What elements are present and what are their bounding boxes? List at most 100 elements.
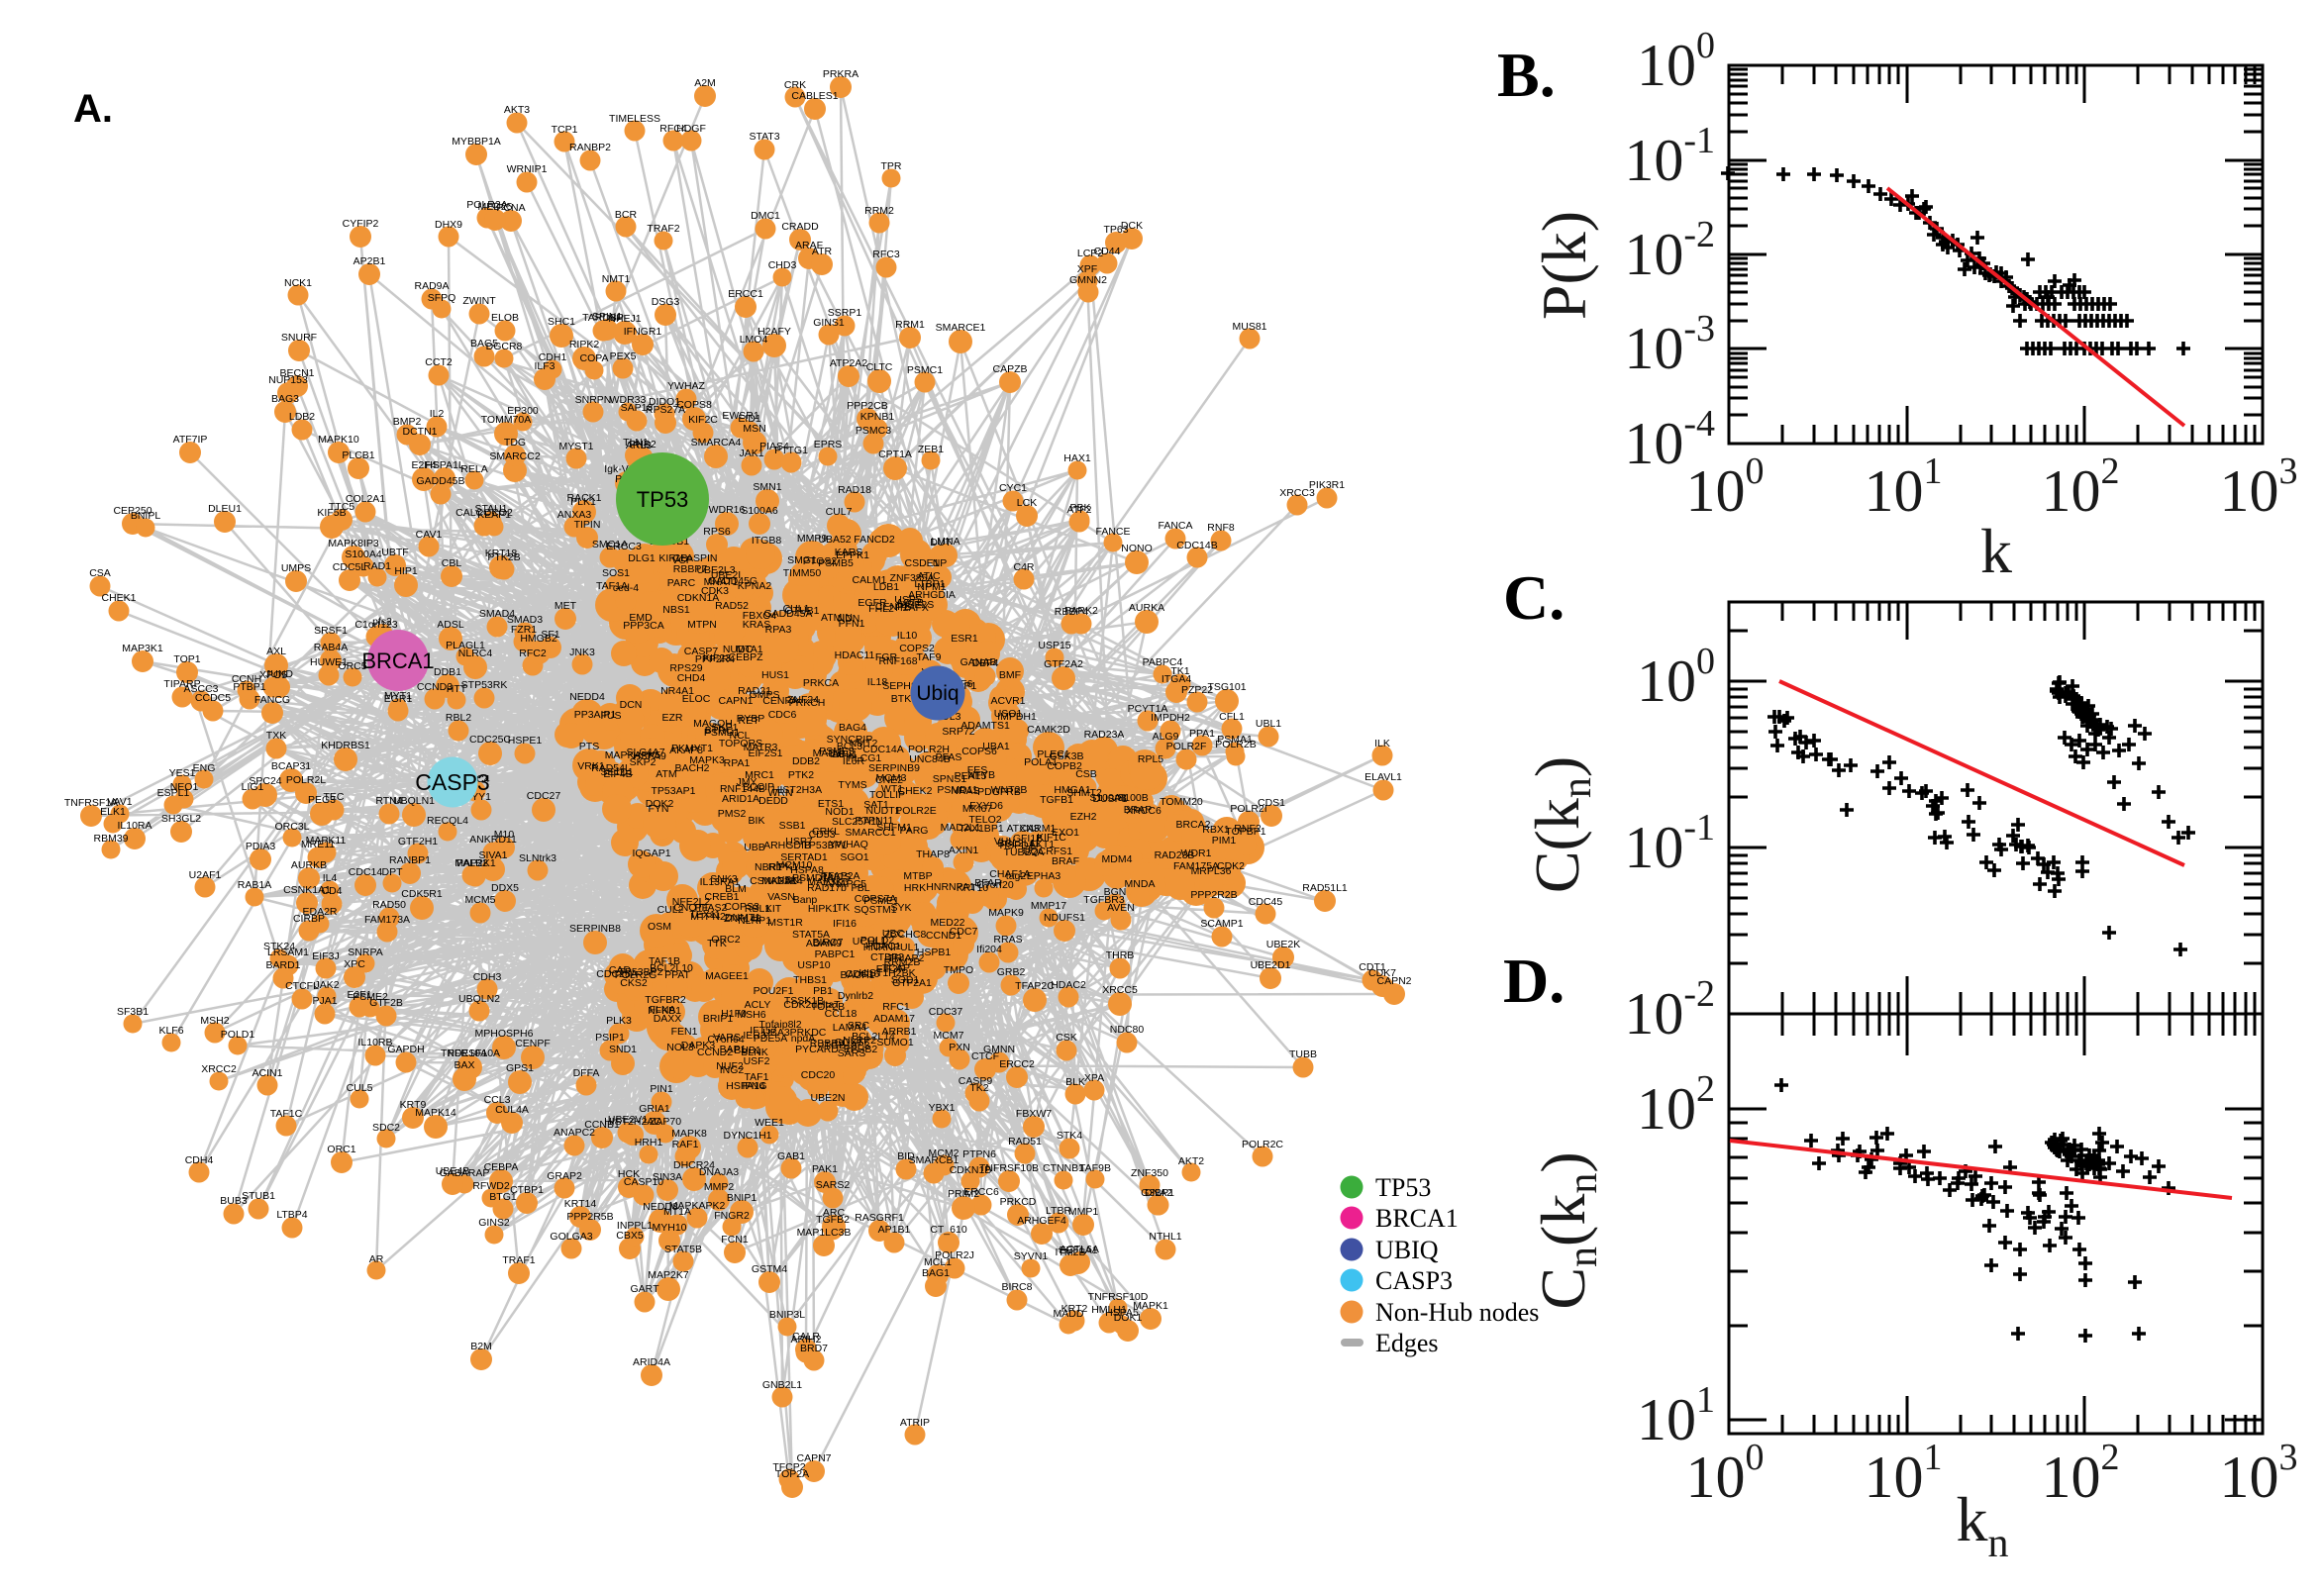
- svg-text:TUBB: TUBB: [1289, 1048, 1317, 1060]
- svg-text:SH3GL2: SH3GL2: [161, 813, 201, 825]
- svg-text:USP15: USP15: [1038, 640, 1070, 651]
- svg-text:CDH3: CDH3: [473, 971, 502, 983]
- svg-text:XPO5: XPO5: [259, 669, 287, 681]
- svg-text:TP53BP2: TP53BP2: [619, 966, 663, 978]
- svg-text:PLK1: PLK1: [570, 496, 596, 508]
- svg-text:UBQLN2: UBQLN2: [458, 993, 500, 1005]
- svg-text:EGFR: EGFR: [858, 597, 887, 609]
- svg-text:CHD4: CHD4: [677, 672, 706, 684]
- svg-text:SLC4A7: SLC4A7: [626, 747, 664, 758]
- svg-text:PAICS: PAICS: [821, 871, 852, 883]
- svg-text:ALG9: ALG9: [1153, 731, 1179, 743]
- svg-text:EZH2: EZH2: [1070, 811, 1097, 823]
- svg-text:SMAD4: SMAD4: [479, 608, 515, 620]
- svg-text:PTK2: PTK2: [788, 769, 814, 781]
- svg-text:CREB1: CREB1: [704, 891, 739, 903]
- svg-text:TIPARP: TIPARP: [163, 678, 200, 690]
- svg-text:WDR16: WDR16: [709, 504, 746, 516]
- svg-text:BLNK: BLNK: [741, 1047, 767, 1058]
- svg-text:ERCC1: ERCC1: [728, 288, 763, 300]
- svg-text:CDC27: CDC27: [527, 790, 561, 802]
- svg-text:SMG1: SMG1: [787, 554, 817, 566]
- svg-text:PBK: PBK: [1069, 502, 1090, 514]
- svg-text:CHEK2: CHEK2: [897, 785, 932, 797]
- svg-text:NEDD4: NEDD4: [569, 691, 605, 703]
- svg-text:MAPK8IP3: MAPK8IP3: [328, 538, 379, 549]
- svg-text:MCM2: MCM2: [929, 1147, 960, 1159]
- svg-text:CDK5R1: CDK5R1: [401, 888, 443, 900]
- svg-text:ITGA4: ITGA4: [1162, 673, 1192, 685]
- svg-text:GPS1: GPS1: [506, 1062, 534, 1074]
- svg-text:HDAC1: HDAC1: [865, 941, 901, 952]
- svg-text:STP53RK: STP53RK: [461, 679, 508, 691]
- svg-text:CUL7: CUL7: [826, 506, 853, 518]
- svg-text:RTN4: RTN4: [375, 795, 402, 807]
- svg-text:POLD1: POLD1: [221, 1029, 255, 1041]
- svg-text:CFL1: CFL1: [1219, 711, 1245, 723]
- svg-text:FZR1: FZR1: [511, 624, 537, 636]
- svg-text:KIF5B: KIF5B: [317, 507, 346, 519]
- svg-text:ZNF385A: ZNF385A: [890, 572, 935, 584]
- svg-text:RANBP1: RANBP1: [389, 854, 431, 866]
- svg-text:GANAB: GANAB: [960, 656, 997, 668]
- svg-text:CABLES1: CABLES1: [791, 90, 838, 102]
- svg-text:UBE2N: UBE2N: [810, 1092, 845, 1104]
- svg-text:PHB2: PHB2: [629, 439, 656, 450]
- svg-text:KEAP1: KEAP1: [477, 509, 511, 521]
- svg-text:ARHGDIA: ARHGDIA: [908, 589, 956, 601]
- svg-text:C4R: C4R: [1013, 561, 1034, 573]
- svg-text:NDUFS1: NDUFS1: [1044, 912, 1085, 924]
- svg-text:Banp: Banp: [793, 894, 818, 906]
- svg-text:CDC5L: CDC5L: [333, 561, 367, 573]
- svg-text:SNRPN: SNRPN: [575, 394, 612, 406]
- svg-text:LCP2: LCP2: [1077, 248, 1103, 259]
- svg-text:NLRP1: NLRP1: [738, 915, 771, 927]
- svg-text:BAX: BAX: [454, 1059, 474, 1071]
- svg-text:FUS: FUS: [601, 710, 622, 722]
- svg-text:SRC: SRC: [848, 1020, 870, 1032]
- svg-text:RRAS: RRAS: [993, 934, 1022, 946]
- svg-text:Ifi204: Ifi204: [976, 944, 1002, 955]
- svg-text:PFAS2: PFAS2: [695, 902, 728, 914]
- svg-text:KIF2C: KIF2C: [688, 414, 718, 426]
- svg-text:ZWINT: ZWINT: [462, 295, 496, 307]
- svg-text:FHL2: FHL2: [868, 603, 894, 615]
- svg-text:USP7: USP7: [785, 836, 813, 848]
- svg-text:XRCC3: XRCC3: [1279, 487, 1315, 499]
- svg-text:MPHOSPH6: MPHOSPH6: [475, 1028, 534, 1040]
- svg-text:ADAM9: ADAM9: [806, 938, 842, 949]
- svg-text:TAX1BP1: TAX1BP1: [959, 823, 1003, 835]
- svg-text:MAPK10: MAPK10: [318, 434, 359, 446]
- svg-text:PDGFRB: PDGFRB: [977, 786, 1021, 798]
- svg-text:RPS29: RPS29: [669, 662, 702, 674]
- svg-text:SYNCRIP: SYNCRIP: [827, 734, 873, 746]
- svg-text:SIN3A: SIN3A: [653, 1171, 682, 1183]
- svg-text:MSH2: MSH2: [200, 1015, 229, 1027]
- svg-text:HMGA1: HMGA1: [1054, 784, 1091, 796]
- svg-text:RAD50: RAD50: [372, 899, 406, 911]
- svg-text:BCCIP: BCCIP: [743, 781, 774, 793]
- svg-text:RBX1: RBX1: [1202, 824, 1230, 836]
- svg-text:MSH6: MSH6: [737, 1009, 765, 1021]
- svg-text:TFAP2C: TFAP2C: [1015, 980, 1055, 992]
- svg-text:MAP2K4: MAP2K4: [761, 875, 803, 887]
- svg-text:CDS1: CDS1: [1258, 797, 1285, 809]
- svg-text:A2M: A2M: [694, 77, 716, 89]
- svg-text:MAGEE1: MAGEE1: [705, 970, 749, 982]
- svg-text:CASP3: CASP3: [1375, 1266, 1453, 1295]
- svg-text:CNOT1: CNOT1: [673, 902, 709, 914]
- svg-text:CARM1: CARM1: [1020, 823, 1057, 835]
- svg-text:SHMT2: SHMT2: [1066, 787, 1102, 799]
- svg-text:MMP2: MMP2: [704, 1181, 734, 1193]
- svg-text:USF2: USF2: [744, 1055, 770, 1067]
- svg-text:KRT2: KRT2: [1061, 1303, 1088, 1315]
- svg-text:UBE2K: UBE2K: [1266, 939, 1300, 950]
- svg-text:NBS1: NBS1: [662, 604, 690, 616]
- svg-text:FANCG: FANCG: [254, 694, 290, 706]
- svg-text:XPC: XPC: [344, 958, 365, 970]
- svg-text:UBE2V1: UBE2V1: [608, 1114, 648, 1126]
- svg-text:PSMD1: PSMD1: [704, 727, 740, 739]
- svg-text:CCNB1: CCNB1: [584, 1119, 620, 1131]
- svg-text:TNFRSF10D: TNFRSF10D: [1088, 1291, 1149, 1303]
- svg-text:TAF1B: TAF1B: [649, 955, 680, 967]
